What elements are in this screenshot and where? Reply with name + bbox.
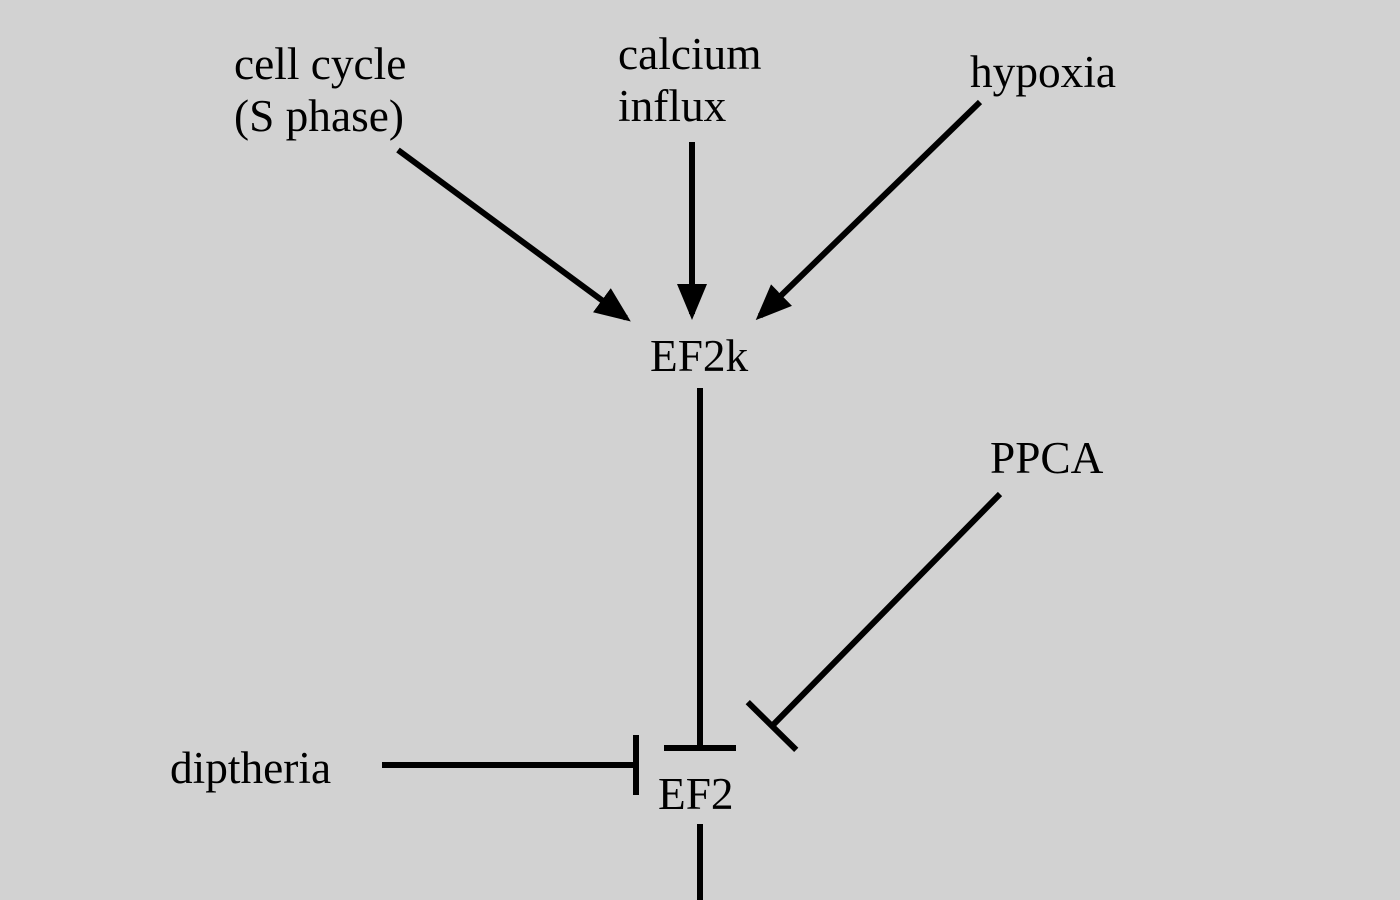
node-ef2: EF2 xyxy=(658,768,734,820)
node-ef2k: EF2k xyxy=(650,330,748,382)
node-cell-cycle: cell cycle (S phase) xyxy=(234,38,406,142)
node-calcium-influx: calcium influx xyxy=(618,28,761,132)
node-diptheria: diptheria xyxy=(170,742,331,794)
node-ppca: PPCA xyxy=(990,432,1103,484)
node-hypoxia: hypoxia xyxy=(970,46,1116,98)
